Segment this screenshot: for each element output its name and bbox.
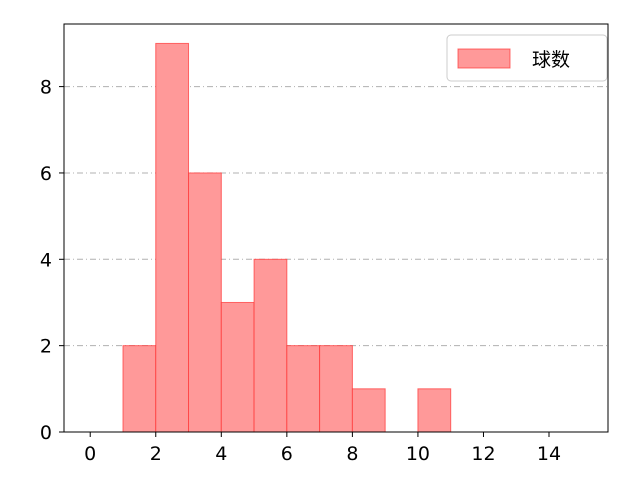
x-tick-label: 14 (537, 443, 561, 465)
histogram-bar (122, 345, 157, 433)
grid-lines (64, 86, 608, 347)
histogram-bar (319, 345, 353, 433)
y-axis: 0 2 4 6 8 (40, 77, 64, 444)
histogram-bar (220, 301, 255, 433)
x-tick-label: 10 (406, 443, 430, 465)
x-tick-label: 0 (84, 443, 96, 465)
plot-frame (63, 23, 609, 433)
y-tick-label: 0 (40, 422, 52, 444)
legend: 球数 (446, 34, 608, 82)
y-tick-label: 6 (40, 163, 52, 185)
histogram-bar (286, 345, 321, 433)
legend-box (446, 34, 608, 82)
x-tick-label: 2 (150, 443, 162, 465)
y-tick-label: 8 (40, 77, 52, 99)
histogram-bar (155, 42, 190, 433)
x-tick-label: 12 (471, 443, 495, 465)
y-tick-label: 2 (40, 336, 52, 358)
x-axis: 0 2 4 6 8 10 12 14 (84, 432, 561, 465)
histogram-bar (188, 172, 222, 433)
bars (122, 42, 452, 433)
x-tick-label: 6 (281, 443, 293, 465)
legend-label: 球数 (532, 49, 570, 71)
histogram-bar (417, 388, 452, 433)
x-tick-label: 4 (215, 443, 227, 465)
x-tick-label: 8 (346, 443, 358, 465)
y-tick-label: 4 (40, 249, 52, 271)
histogram-bar (253, 258, 288, 433)
legend-patch (457, 48, 511, 69)
histogram-bar (351, 388, 386, 433)
